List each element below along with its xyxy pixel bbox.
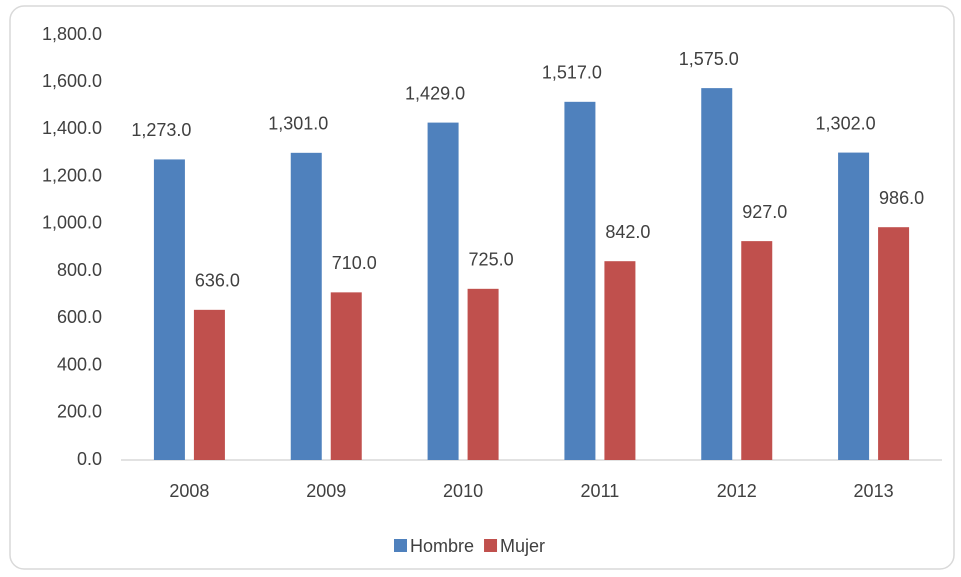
- bar: [427, 122, 459, 460]
- y-tick-label: 800.0: [57, 260, 102, 280]
- data-label: 1,429.0: [405, 83, 465, 103]
- data-label: 710.0: [332, 253, 377, 273]
- legend-swatch: [484, 539, 498, 552]
- bar: [290, 152, 322, 460]
- bar: [838, 152, 870, 461]
- y-tick-label: 1,200.0: [42, 165, 102, 185]
- legend-label: Hombre: [410, 536, 474, 556]
- bar: [701, 88, 733, 460]
- bar: [564, 101, 596, 460]
- data-label: 1,302.0: [816, 113, 876, 133]
- bar: [878, 227, 910, 460]
- data-label: 842.0: [605, 222, 650, 242]
- y-tick-label: 0.0: [77, 449, 102, 469]
- legend-label: Mujer: [500, 536, 545, 556]
- x-tick-label: 2008: [169, 481, 209, 501]
- x-tick-label: 2013: [854, 481, 894, 501]
- bar: [467, 288, 499, 460]
- x-tick-label: 2012: [717, 481, 757, 501]
- data-label: 986.0: [879, 188, 924, 208]
- x-tick-label: 2010: [443, 481, 483, 501]
- data-label: 725.0: [469, 250, 514, 270]
- y-tick-label: 600.0: [57, 307, 102, 327]
- x-tick-label: 2011: [581, 481, 620, 501]
- y-tick-label: 200.0: [57, 402, 102, 422]
- data-label: 1,517.0: [542, 63, 602, 83]
- y-tick-label: 1,000.0: [42, 213, 102, 233]
- data-label: 927.0: [742, 202, 787, 222]
- data-label: 636.0: [195, 271, 240, 291]
- data-label: 1,273.0: [131, 120, 191, 140]
- bar: [153, 159, 185, 461]
- x-tick-label: 2009: [306, 481, 346, 501]
- bar: [741, 241, 773, 460]
- y-tick-label: 1,400.0: [42, 118, 102, 138]
- data-label: 1,575.0: [679, 49, 739, 69]
- data-label: 1,301.0: [268, 114, 328, 134]
- y-tick-label: 1,600.0: [42, 71, 102, 91]
- bar: [604, 261, 636, 460]
- bar: [193, 309, 225, 460]
- y-tick-label: 400.0: [57, 354, 102, 374]
- y-tick-label: 1,800.0: [42, 24, 102, 44]
- bar: [330, 292, 362, 460]
- legend-swatch: [394, 539, 407, 552]
